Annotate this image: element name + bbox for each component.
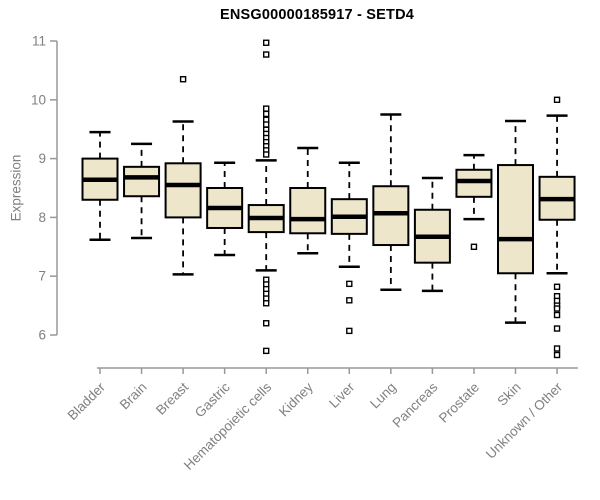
x-tick-label: Brain [117, 380, 150, 413]
outlier-point-liver [346, 280, 353, 288]
outlier-point-unknown-other [553, 283, 561, 290]
outlier-point-unknown-other [553, 325, 561, 332]
outlier-point-prostate [470, 243, 478, 251]
outlier-point-unknown-other [553, 311, 561, 319]
y-tick-label: 9 [38, 151, 46, 166]
box-lung [372, 185, 410, 247]
outlier-point-hematopoietic-cells [263, 320, 270, 327]
x-tick-label: Liver [326, 379, 358, 411]
x-tick-label: Bladder [65, 379, 109, 423]
y-tick-label: 11 [32, 34, 46, 49]
y-tick-label: 6 [38, 328, 46, 343]
x-tick-label: Breast [153, 379, 191, 417]
x-tick-label: Prostate [436, 380, 482, 426]
outlier-point-hematopoietic-cells [263, 151, 270, 158]
x-tick-label: Gastric [192, 379, 233, 420]
x-tick-label: Pancreas [390, 379, 441, 430]
x-tick-label: Skin [494, 380, 523, 409]
outlier-point-unknown-other [553, 345, 561, 352]
outlier-point-hematopoietic-cells [263, 121, 270, 128]
outlier-point-unknown-other [553, 96, 561, 104]
box-breast [164, 162, 202, 219]
y-tick-label: 7 [38, 269, 46, 284]
outlier-point-hematopoietic-cells [263, 51, 270, 58]
outlier-point-breast [179, 76, 187, 83]
outlier-point-hematopoietic-cells [263, 347, 270, 355]
box-skin [497, 164, 534, 275]
chart-title: ENSG00000185917 - SETD4 [219, 7, 415, 23]
outlier-point-liver [346, 327, 353, 335]
outlier-point-unknown-other [553, 351, 561, 359]
outlier-point-hematopoietic-cells [263, 300, 270, 307]
y-tick-label: 10 [31, 92, 46, 107]
box-prostate [455, 168, 493, 198]
box-kidney [289, 187, 327, 235]
outlier-point-hematopoietic-cells [263, 105, 270, 112]
outlier-point-unknown-other [553, 305, 561, 312]
y-tick-label: 8 [38, 210, 46, 225]
x-tick-label: Lung [367, 380, 399, 412]
box-brain [123, 165, 161, 198]
outlier-point-hematopoietic-cells [263, 110, 270, 118]
x-tick-label: Unknown / Other [483, 379, 566, 462]
x-tick-label: Kidney [276, 379, 316, 419]
outlier-point-hematopoietic-cells [263, 39, 270, 46]
outlier-point-liver [346, 297, 353, 304]
